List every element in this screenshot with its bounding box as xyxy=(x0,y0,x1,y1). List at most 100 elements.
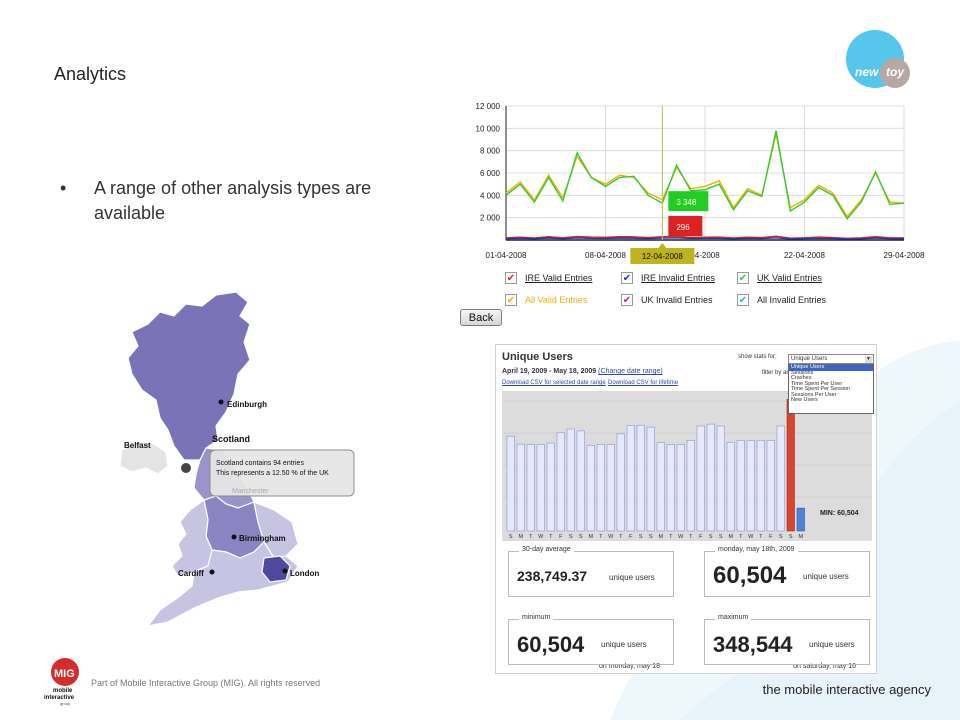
map-region-northern-ireland[interactable] xyxy=(119,441,169,475)
dropdown-option[interactable]: Crashes xyxy=(791,375,812,381)
uu-bar[interactable] xyxy=(606,444,615,532)
entries-line-chart: 12 000 10 000 8 000 6 000 4 000 2 000 01-04-20… xyxy=(476,102,925,264)
mig-logo-line2: interactive xyxy=(44,695,75,701)
uk-map: Edinburgh Scotland Belfast Birmingham Ca… xyxy=(119,291,355,627)
uu-day-label: S xyxy=(719,534,723,540)
uu-bar[interactable] xyxy=(646,426,655,532)
uu-day-label: S xyxy=(569,534,573,540)
uu-download-all-link[interactable]: Download CSV for lifetime xyxy=(608,380,679,386)
map-region-london[interactable] xyxy=(261,555,291,583)
slide-title: Analytics xyxy=(54,64,127,84)
map-region-wales[interactable] xyxy=(171,498,213,577)
stat-value: 348,544 xyxy=(713,632,793,657)
uu-day-label: M xyxy=(588,534,593,540)
uu-bar[interactable] xyxy=(686,440,695,532)
uu-change-date-link[interactable]: (Change date range) xyxy=(598,368,663,375)
newtoy-logo: new toy xyxy=(842,28,914,92)
uu-day-label: M xyxy=(798,534,803,540)
uu-bar[interactable] xyxy=(706,423,715,532)
tooltip-shadow-label: Manchester xyxy=(232,488,269,495)
mig-logo: MIG mobile interactive group xyxy=(44,658,79,706)
y-tick-label: 4 000 xyxy=(480,191,501,200)
uu-bar[interactable] xyxy=(556,432,565,532)
legend-label: All Valid Entries xyxy=(525,295,588,305)
uu-stats-dropdown: Unique Users Sessions Crashes Time Spent Pe… xyxy=(788,364,874,414)
uu-bar[interactable] xyxy=(536,444,545,532)
map-marker-london xyxy=(282,568,288,574)
legend-label: IRE Invalid Entries xyxy=(641,273,716,283)
uu-bar[interactable] xyxy=(756,440,765,532)
uu-bar[interactable] xyxy=(506,435,515,532)
legend-item[interactable]: ✔ All Invalid Entries xyxy=(737,294,826,306)
dropdown-option[interactable]: Sessions Per User xyxy=(791,391,837,398)
uu-day-label: F xyxy=(769,534,773,540)
x-tick-label: 08-04-2008 xyxy=(585,251,626,260)
dropdown-option[interactable]: Unique Users xyxy=(789,364,873,371)
uu-day-label: T xyxy=(739,534,743,540)
legend-checkbox[interactable]: ✔ xyxy=(505,272,517,284)
y-tick-label: 2 000 xyxy=(480,214,501,223)
uu-bar[interactable] xyxy=(516,443,525,532)
legend-item[interactable]: ✔ All Valid Entries xyxy=(505,294,587,306)
legend-checkbox[interactable]: ✔ xyxy=(737,294,749,306)
uu-bar[interactable] xyxy=(586,444,595,532)
uu-bar[interactable] xyxy=(786,399,795,532)
legend-item[interactable]: ✔ UK Invalid Entries xyxy=(621,294,713,306)
uu-bar[interactable] xyxy=(546,442,555,532)
y-tick-label: 10 000 xyxy=(476,124,501,133)
dropdown-option[interactable]: Time Spent Per User xyxy=(791,380,843,387)
uu-stats-select[interactable]: Unique Users ▼ xyxy=(788,354,874,364)
uu-bar[interactable] xyxy=(566,428,575,532)
back-button[interactable]: Back xyxy=(460,309,502,326)
x-tick-label: 29-04-2008 xyxy=(884,251,925,260)
uu-day-label: S xyxy=(779,534,783,540)
uu-bar[interactable] xyxy=(676,444,685,532)
uu-download-range-link[interactable]: Download CSV for selected date range xyxy=(502,380,606,386)
legend-item[interactable]: ✔ IRE Invalid Entries xyxy=(621,272,715,284)
dropdown-option[interactable]: Time Spent Per Session xyxy=(791,386,851,392)
logo-circle-grey xyxy=(880,58,910,88)
legend-checkbox[interactable]: ✔ xyxy=(621,272,633,284)
uu-bar[interactable] xyxy=(746,440,755,532)
uu-bar[interactable] xyxy=(766,440,775,532)
uu-bar[interactable] xyxy=(696,425,705,532)
legend-item[interactable]: ✔ UK Valid Entries xyxy=(737,272,822,284)
dropdown-option[interactable]: New Users xyxy=(791,397,818,403)
stat-unit: unique users xyxy=(609,573,655,582)
uu-bar[interactable] xyxy=(616,433,625,532)
uu-bar[interactable] xyxy=(726,441,735,532)
uu-bar[interactable] xyxy=(736,440,745,532)
legend-item[interactable]: ✔ IRE Valid Entries xyxy=(505,272,592,284)
map-region-south-england[interactable] xyxy=(146,541,299,627)
uu-bar[interactable] xyxy=(716,425,725,532)
uu-bar[interactable] xyxy=(796,507,805,532)
uu-bar[interactable] xyxy=(776,425,785,532)
uu-bar[interactable] xyxy=(626,425,635,532)
series-line xyxy=(505,235,905,240)
uu-bar[interactable] xyxy=(636,424,645,532)
uu-bar[interactable] xyxy=(666,444,675,532)
uu-bar[interactable] xyxy=(576,430,585,532)
legend-checkbox[interactable]: ✔ xyxy=(621,294,633,306)
map-marker-cardiff xyxy=(209,569,215,575)
uu-day-label: S xyxy=(509,534,513,540)
legend-checkbox[interactable]: ✔ xyxy=(737,272,749,284)
map-isle-of-man xyxy=(181,463,191,473)
dropdown-option[interactable]: Sessions xyxy=(791,369,814,376)
map-label-london: London xyxy=(290,569,319,578)
uu-day-label: M xyxy=(728,534,733,540)
x-tick-label: 01-04-2008 xyxy=(486,251,527,260)
footer-copyright: Part of Mobile Interactive Group (MIG). … xyxy=(91,678,321,688)
stat-foot: on saturday, may 16 xyxy=(790,663,859,670)
legend-label: All Invalid Entries xyxy=(757,295,827,305)
unique-users-panel: Unique Users April 19, 2009 - May 18, 20… xyxy=(495,344,877,674)
uu-day-label: W xyxy=(608,534,614,540)
uu-bar[interactable] xyxy=(656,442,665,532)
chevron-down-icon[interactable]: ▼ xyxy=(865,356,872,363)
map-region-scotland[interactable] xyxy=(127,291,251,461)
legend-checkbox[interactable]: ✔ xyxy=(505,294,517,306)
uu-bar[interactable] xyxy=(526,444,535,532)
map-label-birmingham: Birmingham xyxy=(239,534,286,543)
map-marker-birmingham xyxy=(231,534,237,540)
uu-bar[interactable] xyxy=(596,444,605,532)
